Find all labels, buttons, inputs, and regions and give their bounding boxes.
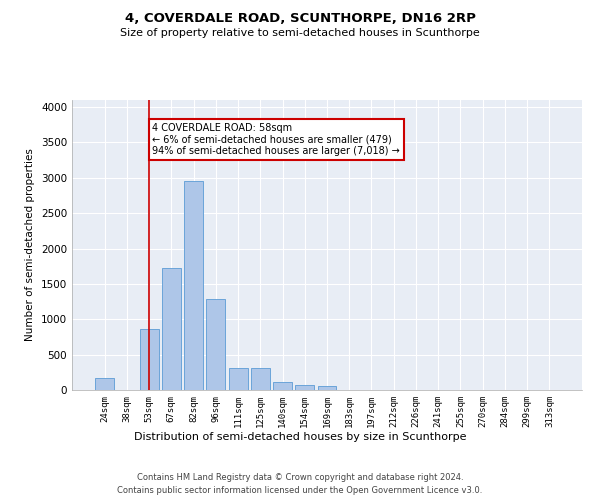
Bar bbox=[229, 368, 248, 390]
Text: Distribution of semi-detached houses by size in Scunthorpe: Distribution of semi-detached houses by … bbox=[134, 432, 466, 442]
Text: Contains public sector information licensed under the Open Government Licence v3: Contains public sector information licen… bbox=[118, 486, 482, 495]
Bar bbox=[95, 378, 114, 390]
Bar bbox=[317, 386, 337, 390]
Text: 4, COVERDALE ROAD, SCUNTHORPE, DN16 2RP: 4, COVERDALE ROAD, SCUNTHORPE, DN16 2RP bbox=[125, 12, 475, 26]
Bar bbox=[273, 382, 292, 390]
Text: Contains HM Land Registry data © Crown copyright and database right 2024.: Contains HM Land Registry data © Crown c… bbox=[137, 472, 463, 482]
Bar bbox=[140, 329, 158, 390]
Bar bbox=[251, 368, 270, 390]
Bar bbox=[206, 300, 225, 390]
Bar bbox=[295, 386, 314, 390]
Bar bbox=[162, 268, 181, 390]
Y-axis label: Number of semi-detached properties: Number of semi-detached properties bbox=[25, 148, 35, 342]
Bar bbox=[184, 182, 203, 390]
Text: Size of property relative to semi-detached houses in Scunthorpe: Size of property relative to semi-detach… bbox=[120, 28, 480, 38]
Text: 4 COVERDALE ROAD: 58sqm
← 6% of semi-detached houses are smaller (479)
94% of se: 4 COVERDALE ROAD: 58sqm ← 6% of semi-det… bbox=[152, 122, 400, 156]
